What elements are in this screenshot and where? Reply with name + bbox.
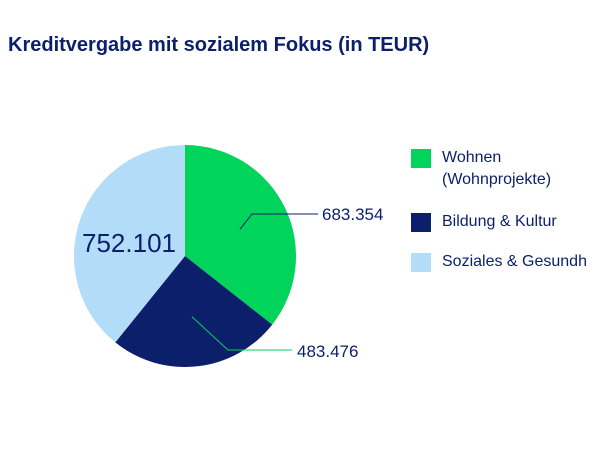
legend: Wohnen (Wohnprojekte) Bildung & Kultur S… (411, 147, 599, 291)
legend-item-wohnen[interactable]: Wohnen (Wohnprojekte) (411, 147, 599, 191)
pie-slice-wohnen[interactable] (185, 145, 296, 325)
legend-label-bildung: Bildung & Kultur (442, 213, 557, 230)
data-label-bildung: 483.476 (297, 342, 358, 361)
legend-swatch-bildung (411, 213, 431, 232)
leader-line-bildung (191, 316, 292, 351)
legend-label-wohnen: Wohnen (Wohnprojekte) (442, 149, 552, 188)
leader-line-wohnen (239, 213, 318, 230)
data-label-soziales: 752.101 (82, 228, 176, 258)
pie-slice-soziales[interactable] (74, 145, 185, 343)
chart-title: Kreditvergabe mit sozialem Fokus (in TEU… (8, 34, 430, 56)
legend-item-soziales[interactable]: Soziales & Gesundh (411, 251, 599, 273)
legend-swatch-soziales (411, 253, 431, 272)
legend-label-soziales: Soziales & Gesundh (442, 253, 587, 270)
legend-swatch-wohnen (411, 149, 431, 168)
pie-slice-bildung[interactable] (115, 256, 273, 367)
data-label-wohnen: 683.354 (322, 205, 383, 224)
legend-item-bildung[interactable]: Bildung & Kultur (411, 211, 599, 233)
